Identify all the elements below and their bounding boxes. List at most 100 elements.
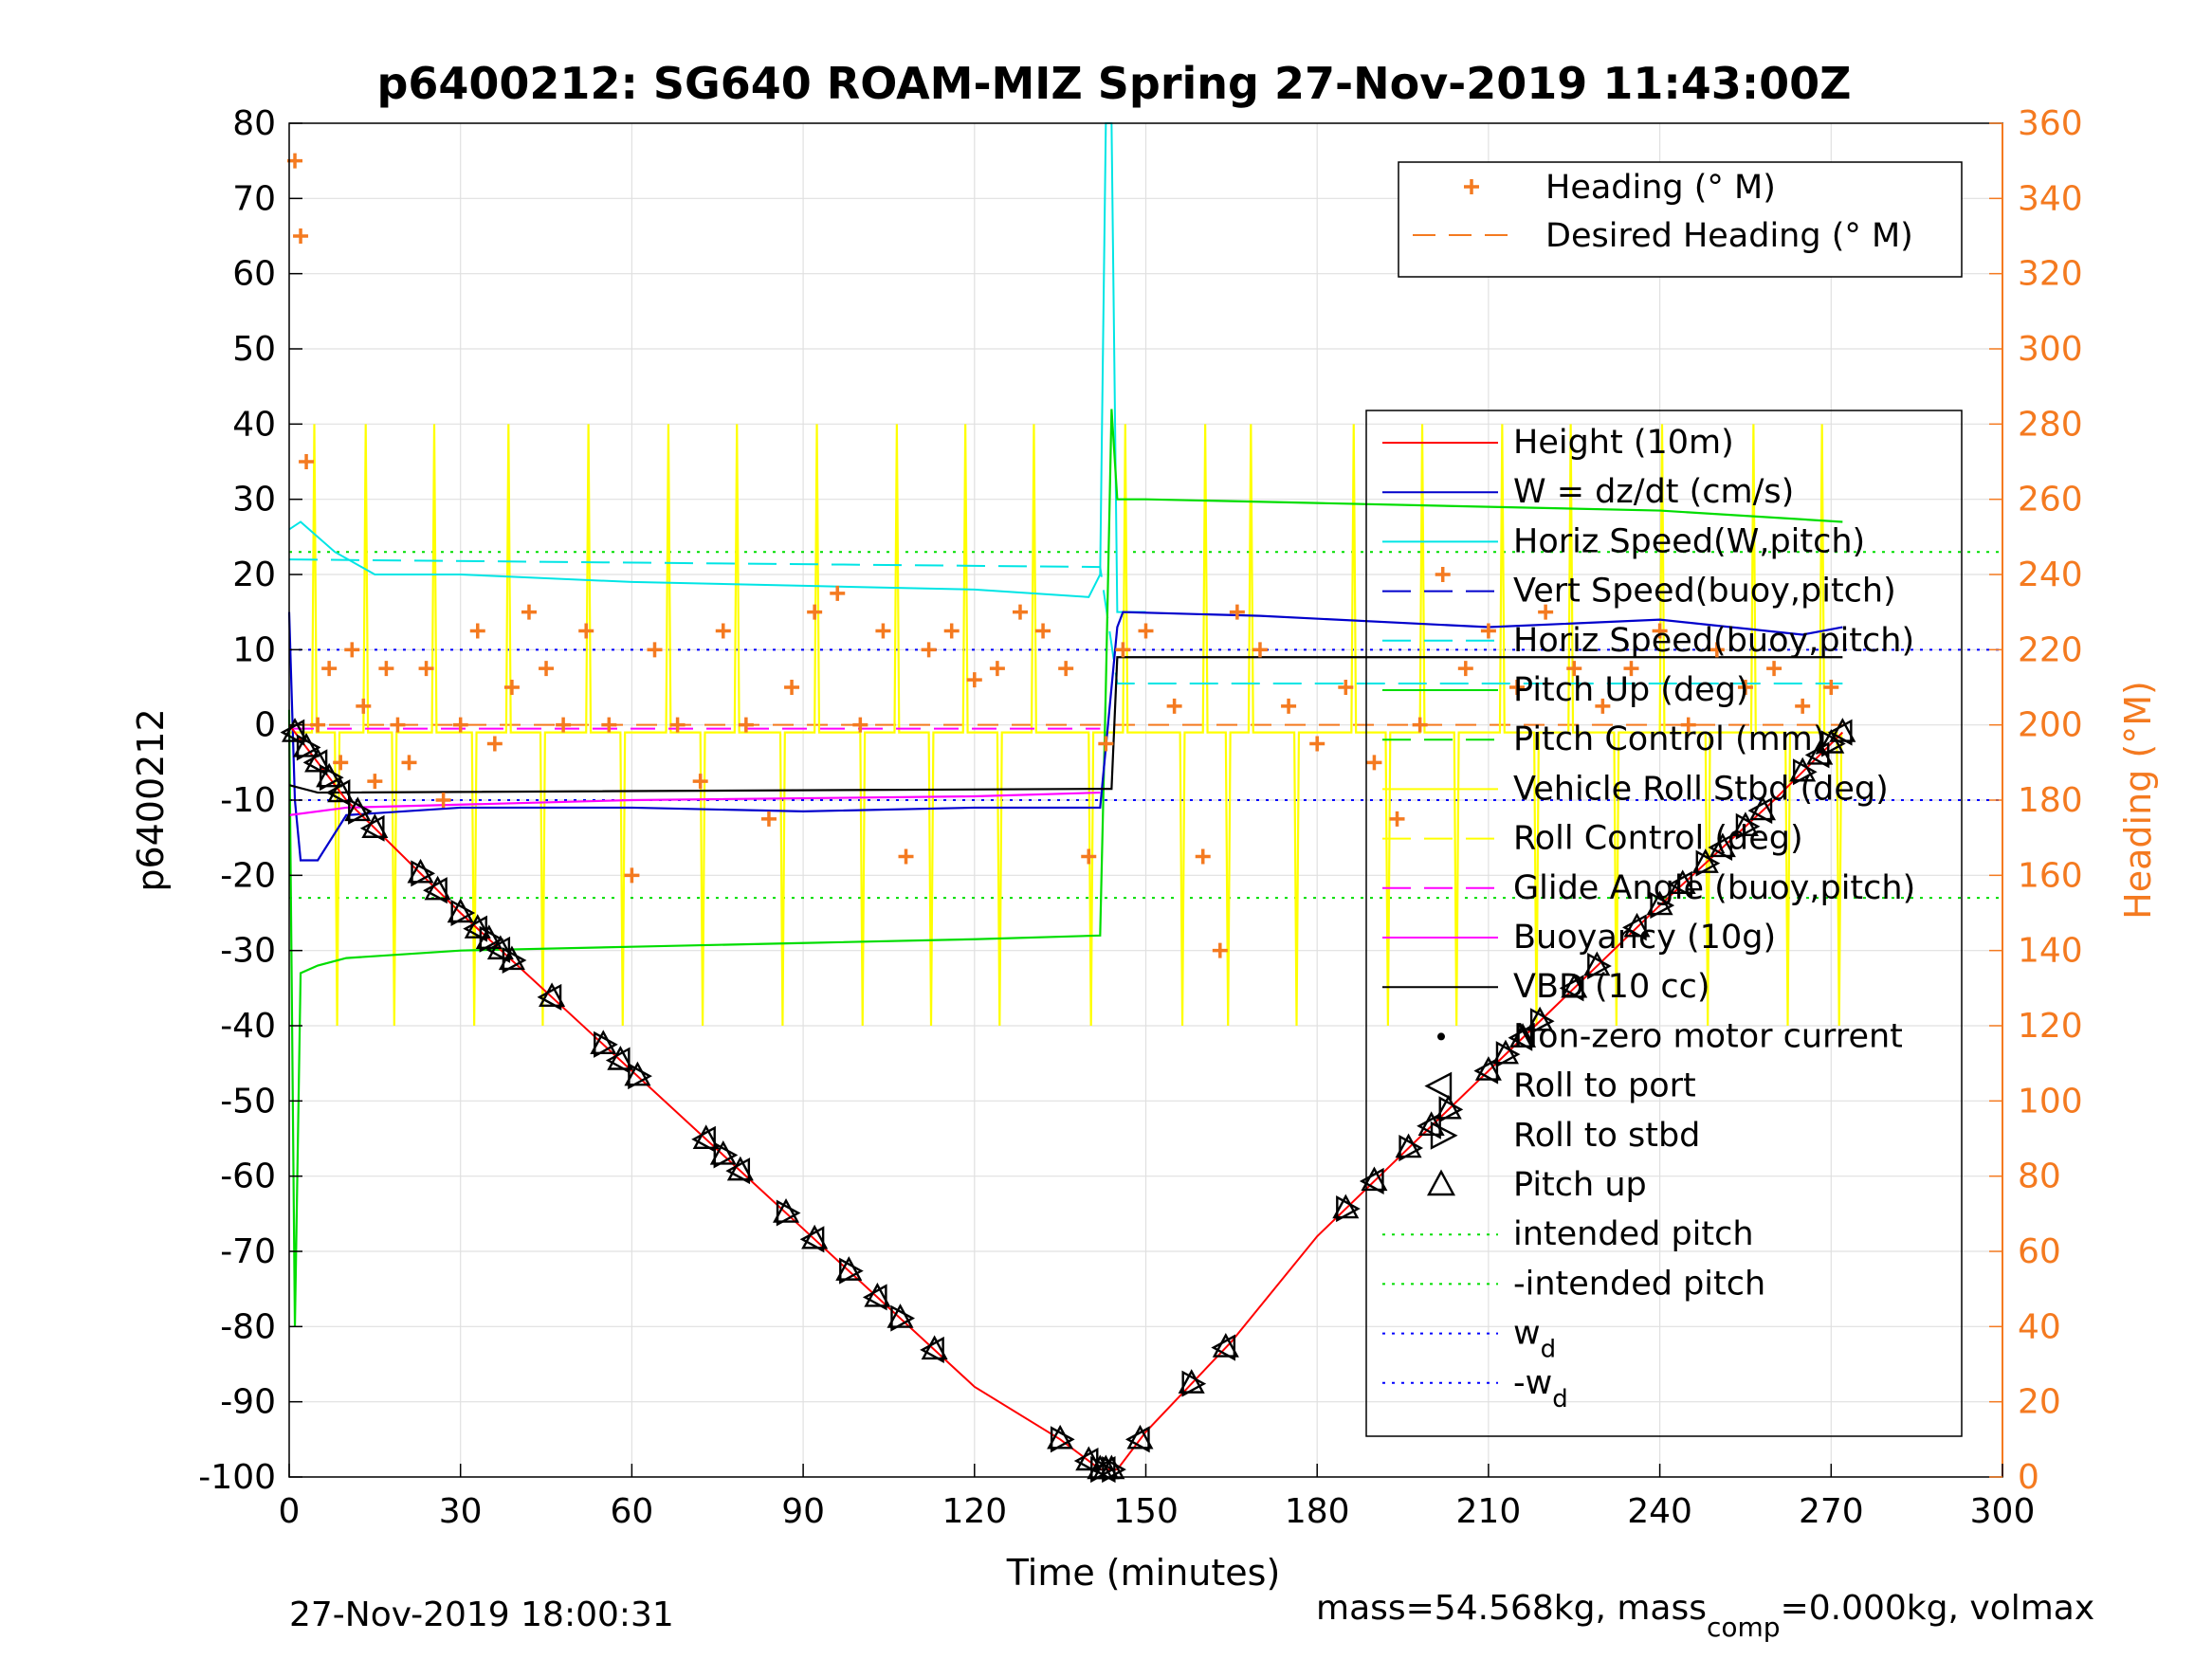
roll-marker-54 bbox=[1804, 741, 1830, 769]
roll-marker-52 bbox=[1747, 797, 1773, 825]
heading-point-16 bbox=[486, 736, 503, 752]
roll-marker-44 bbox=[1559, 975, 1584, 1002]
legend-main-label-3: Vert Speed(buoy,pitch) bbox=[1513, 573, 1896, 611]
heading-point-43 bbox=[1081, 848, 1097, 865]
x-tick-label-7: 210 bbox=[1456, 1492, 1522, 1531]
heading-point-33 bbox=[852, 717, 868, 733]
legend-main-label-9: Glide Angle (buoy,pitch) bbox=[1513, 869, 1915, 907]
legend-main-label-0: Height (10m) bbox=[1513, 424, 1734, 462]
heading-layer bbox=[287, 153, 1839, 958]
x-tick-label-5: 150 bbox=[1113, 1492, 1179, 1531]
y-tick-label-5: 30 bbox=[232, 481, 276, 520]
y-tick-label-7: 10 bbox=[232, 630, 276, 669]
roll-marker-46 bbox=[1622, 914, 1647, 941]
footer-mass-prefix: mass=54.568kg, mass bbox=[1316, 1589, 1707, 1628]
pitch-up-marker-35 bbox=[1332, 1194, 1360, 1219]
legend-main-label-7: Vehicle Roll Stbd (deg) bbox=[1513, 770, 1889, 808]
roll-marker-10 bbox=[463, 915, 487, 942]
pitch-up-marker-32 bbox=[1126, 1424, 1154, 1449]
roll-marker-5 bbox=[348, 797, 373, 825]
pitch-up-marker-56 bbox=[1829, 718, 1856, 742]
heading-point-71 bbox=[1795, 698, 1811, 714]
heading-point-31 bbox=[807, 604, 823, 620]
y2-tick-label-11: 140 bbox=[2018, 932, 2083, 971]
pitch-up-marker-21 bbox=[773, 1198, 800, 1223]
heading-point-42 bbox=[1058, 661, 1074, 677]
heading-point-62 bbox=[1538, 604, 1554, 620]
pitch-up-marker-18 bbox=[692, 1124, 720, 1149]
series-vbd bbox=[288, 656, 1843, 794]
y-tick-label-4: 40 bbox=[232, 405, 276, 444]
x-tick-label-3: 90 bbox=[781, 1492, 825, 1531]
heading-point-10 bbox=[390, 717, 406, 733]
pitch-up-marker-49 bbox=[1691, 848, 1719, 873]
x-tick-label-1: 30 bbox=[439, 1492, 483, 1531]
x-tick-label-9: 270 bbox=[1799, 1492, 1864, 1531]
pitch-up-marker-15 bbox=[590, 1030, 617, 1055]
roll-marker-40 bbox=[1473, 1057, 1499, 1085]
roll-marker-8 bbox=[423, 877, 448, 904]
x-axis: 0 30 60 90 120 150 180 210 240 270 300 bbox=[279, 1464, 2035, 1531]
roll-marker-1 bbox=[296, 734, 321, 761]
heading-point-9 bbox=[378, 661, 394, 677]
roll-marker-9 bbox=[450, 899, 476, 927]
heading-point-65 bbox=[1623, 661, 1639, 677]
footer-mass: mass=54.568kg, masscomp=0.000kg, volmax bbox=[1316, 1589, 2094, 1643]
heading-point-55 bbox=[1366, 755, 1382, 771]
heading-point-39 bbox=[989, 661, 1005, 677]
heading-point-8 bbox=[367, 774, 383, 790]
series-vehicle-roll bbox=[289, 424, 1843, 1027]
heading-point-68 bbox=[1709, 642, 1725, 658]
x-tick-label-0: 0 bbox=[279, 1492, 301, 1531]
heading-point-4 bbox=[321, 661, 338, 677]
legend-main-label-2: Horiz Speed(W,pitch) bbox=[1513, 522, 1865, 560]
roll-marker-17 bbox=[628, 1063, 652, 1090]
pitch-up-marker-48 bbox=[1669, 869, 1696, 895]
heading-point-57 bbox=[1412, 717, 1428, 733]
legend-main-sub-19: d bbox=[1552, 1385, 1568, 1413]
roll-marker-41 bbox=[1495, 1041, 1521, 1068]
heading-point-69 bbox=[1737, 680, 1753, 695]
heading-point-1 bbox=[293, 228, 309, 244]
legend-main-label-8: Roll Control (deg) bbox=[1513, 820, 1803, 858]
legend-main-label-4: Horiz Speed(buoy,pitch) bbox=[1513, 622, 1914, 660]
roll-marker-2 bbox=[302, 749, 328, 776]
y-tick-label-6: 20 bbox=[232, 556, 276, 594]
heading-point-38 bbox=[966, 672, 982, 688]
roll-marker-36 bbox=[1359, 1167, 1384, 1194]
roll-marker-25 bbox=[890, 1304, 916, 1332]
roll-marker-19 bbox=[713, 1141, 739, 1169]
heading-point-18 bbox=[521, 604, 537, 620]
heading-point-35 bbox=[898, 848, 914, 865]
roll-marker-22 bbox=[799, 1226, 825, 1253]
pitch-up-marker-37 bbox=[1395, 1133, 1422, 1158]
y2-tick-label-8: 200 bbox=[2018, 706, 2083, 745]
y2-tick-label-10: 160 bbox=[2018, 856, 2083, 895]
legend-main-items: Height (10m) W = dz/dt (cm/s) Horiz Speed(… bbox=[1382, 424, 1915, 1413]
heading-point-36 bbox=[921, 642, 937, 658]
legend-main-box bbox=[1365, 410, 1963, 1437]
legend-top-label-1: Desired Heading (° M) bbox=[1545, 217, 1913, 255]
y2-tick-label-5: 260 bbox=[2018, 481, 2083, 520]
roll-marker-13 bbox=[502, 946, 527, 975]
legend-main-label-10: Buoyancy (10g) bbox=[1513, 919, 1776, 957]
heading-point-21 bbox=[578, 623, 594, 639]
roll-marker-43 bbox=[1529, 1008, 1555, 1035]
heading-point-54 bbox=[1338, 680, 1354, 695]
heading-point-6 bbox=[344, 642, 360, 658]
roll-marker-50 bbox=[1708, 833, 1733, 862]
heading-point-51 bbox=[1252, 642, 1268, 658]
roll-marker-3 bbox=[319, 764, 344, 792]
legend-main-sample-14 bbox=[1430, 1121, 1458, 1150]
heading-point-50 bbox=[1229, 604, 1245, 620]
heading-point-15 bbox=[469, 623, 485, 639]
roll-marker-0 bbox=[280, 719, 305, 746]
y2-tick-label-9: 180 bbox=[2018, 781, 2083, 820]
pitch-up-marker-26 bbox=[921, 1335, 948, 1360]
legend-top-label-0: Heading (° M) bbox=[1545, 169, 1776, 207]
pitch-up-marker-22 bbox=[801, 1224, 829, 1249]
heading-point-13 bbox=[435, 793, 451, 808]
roll-marker-6 bbox=[359, 814, 385, 842]
heading-point-49 bbox=[1212, 942, 1228, 958]
pitch-up-marker-7 bbox=[407, 858, 434, 884]
